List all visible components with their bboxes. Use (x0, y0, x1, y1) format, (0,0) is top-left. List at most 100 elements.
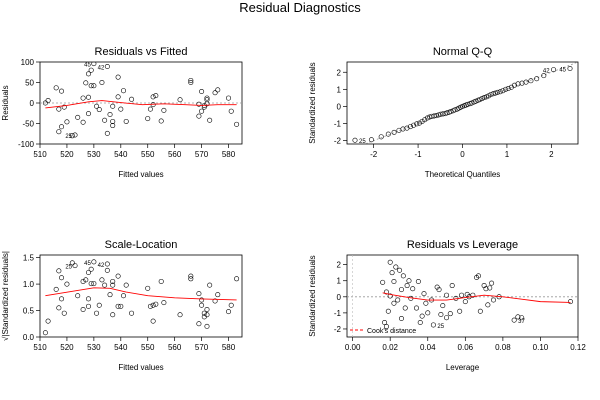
y-tick-label: 0.0 (23, 333, 35, 342)
data-point (104, 64, 110, 70)
data-point (391, 279, 397, 285)
data-point (380, 279, 386, 285)
data-point (99, 80, 105, 86)
x-tick-label: 540 (114, 150, 128, 159)
data-point (444, 292, 450, 298)
data-point (487, 285, 493, 291)
data-point (523, 79, 529, 85)
data-point (477, 308, 483, 314)
x-tick-label: 570 (195, 343, 209, 352)
y-tick-label: -1 (334, 120, 342, 129)
data-point (153, 301, 159, 307)
data-point (85, 111, 91, 117)
data-point (519, 315, 525, 321)
smooth-line (382, 292, 571, 303)
data-point (207, 117, 213, 123)
data-point (414, 121, 420, 127)
data-point (80, 95, 86, 101)
data-point (495, 89, 501, 95)
data-point (45, 318, 51, 324)
data-point (199, 297, 205, 303)
data-point (59, 88, 65, 94)
plot-area (352, 62, 578, 144)
point-label: 25 (65, 134, 72, 140)
x-tick-label: 560 (168, 343, 182, 352)
data-point (485, 302, 491, 308)
data-point (199, 302, 205, 308)
data-point (368, 137, 374, 143)
data-point (477, 97, 483, 103)
data-point (199, 108, 205, 114)
data-point (147, 106, 153, 112)
data-point (212, 298, 218, 304)
data-point (534, 76, 540, 82)
data-point (129, 310, 135, 316)
point-label: 42 (98, 66, 105, 72)
panel-title: Normal Q-Q (433, 46, 493, 58)
data-point (110, 123, 116, 129)
data-point (228, 302, 234, 308)
data-point (481, 283, 487, 289)
data-point (107, 292, 113, 298)
smooth-line (45, 287, 237, 301)
data-point (85, 94, 91, 100)
data-point (94, 310, 100, 316)
x-tick-label: 520 (60, 343, 74, 352)
data-point (188, 77, 194, 83)
data-point (479, 96, 485, 102)
data-point (56, 268, 62, 274)
data-point (457, 308, 463, 314)
y-tick-label: 50 (25, 79, 34, 88)
data-point (228, 108, 234, 114)
data-point (397, 267, 403, 273)
data-point (436, 287, 442, 293)
data-point (416, 120, 422, 126)
y-axis-label: Standardized residuals (308, 255, 317, 336)
data-point (395, 297, 401, 303)
x-axis-label: Leverage (446, 363, 480, 372)
data-point (440, 303, 446, 309)
data-point (567, 299, 573, 305)
panel-4: Residuals vs Leverage -2 -1 0 1 2 0.00 0.02 0.04… (308, 239, 586, 372)
data-point (503, 86, 509, 92)
data-point (188, 273, 194, 279)
point-label: 25 (437, 324, 444, 330)
data-point (150, 318, 156, 324)
data-point (425, 310, 431, 316)
data-point (161, 300, 167, 306)
y-tick-label: 1 (337, 85, 342, 94)
data-point (385, 131, 391, 137)
y-tick-label: 2 (337, 68, 342, 77)
panel-title: Residuals vs Leverage (407, 239, 518, 251)
data-point (42, 330, 48, 336)
data-point (483, 94, 489, 100)
point-label: 45 (84, 63, 91, 69)
x-tick-label: 530 (87, 343, 101, 352)
data-point (56, 106, 62, 112)
x-tick-label: 510 (33, 343, 47, 352)
x-tick-label: 0.02 (382, 343, 398, 352)
data-point (85, 71, 91, 77)
data-point (488, 91, 494, 97)
data-point (447, 311, 453, 317)
data-point (511, 317, 517, 323)
data-point (196, 113, 202, 119)
data-point (383, 289, 389, 295)
data-point (497, 89, 503, 95)
data-point (196, 321, 202, 327)
panel-3: Scale-Location 0.0 0.5 1.0 1.5 510 520 530 540 55… (1, 239, 243, 372)
data-point (118, 303, 124, 309)
data-point (204, 323, 210, 329)
data-point (145, 285, 151, 291)
data-point (188, 276, 194, 282)
data-point (422, 117, 428, 123)
qq-reference-line (363, 62, 578, 144)
data-point (505, 85, 511, 91)
plot-frame (346, 254, 579, 338)
data-point (102, 117, 108, 123)
y-tick-label: 2 (337, 261, 342, 270)
data-point (88, 266, 94, 272)
data-point (145, 116, 151, 122)
y-tick-label: 0 (337, 102, 342, 111)
data-point (419, 118, 425, 124)
